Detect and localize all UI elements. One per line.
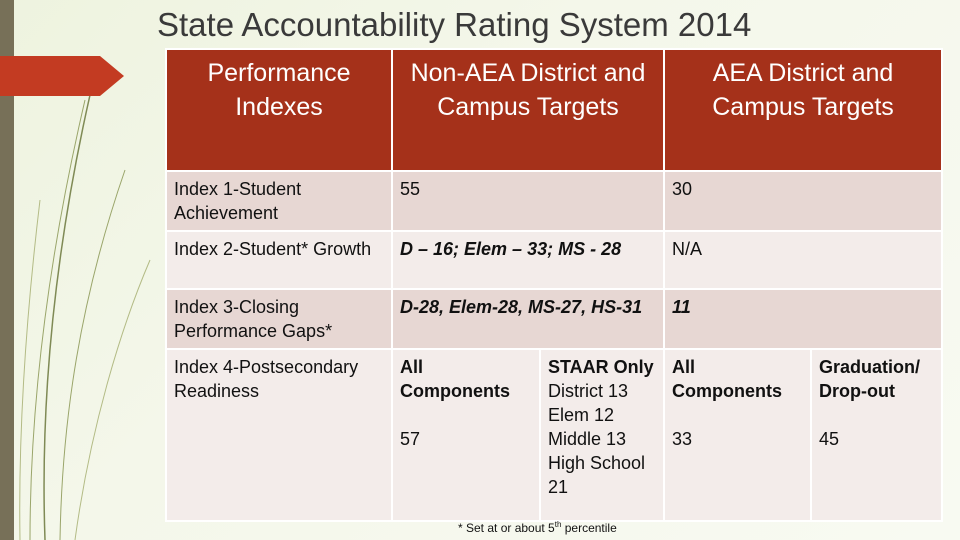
accountability-table: Performance Indexes Non-AEA District and…: [165, 48, 944, 522]
index-label: Index 2-Student* Growth: [165, 230, 393, 290]
non-aea-all-components-cell: All Components 57: [391, 348, 541, 522]
staar-line: Middle 13: [548, 429, 627, 449]
aea-value: N/A: [663, 230, 944, 290]
non-aea-value: 55: [390, 170, 666, 232]
table-row: Index 4-Postsecondary Readiness All Comp…: [165, 348, 944, 522]
aea-value: 30: [663, 170, 944, 232]
all-components-label: All Components: [672, 357, 783, 401]
staar-only-label: STAAR Only: [548, 357, 654, 377]
page-title: State Accountability Rating System 2014: [157, 6, 752, 43]
decorative-lines: [19, 94, 151, 540]
staar-line: Elem 12: [548, 405, 615, 425]
graduation-dropout-label: Graduation/ Drop-out: [819, 357, 921, 401]
staar-line: High School 21: [548, 453, 646, 497]
staar-line: District 13: [548, 381, 629, 401]
all-components-label: All Components: [400, 357, 510, 401]
all-components-value: 57: [400, 429, 421, 449]
all-components-value: 33: [672, 429, 693, 449]
table-row: Index 1-Student Achievement 55 30: [165, 170, 944, 232]
aea-all-components-cell: All Components 33: [663, 348, 813, 522]
aea-value: 11: [663, 288, 944, 350]
red-accent-arrow: [0, 56, 124, 96]
staar-only-cell: STAAR Only District 13 Elem 12 Middle 13…: [538, 348, 666, 522]
header-non-aea-targets: Non-AEA District and Campus Targets: [390, 48, 666, 172]
graduation-dropout-value: 45: [819, 429, 840, 449]
index-label: Index 4-Postsecondary Readiness: [165, 348, 393, 522]
non-aea-value: D – 16; Elem – 33; MS - 28: [390, 230, 666, 290]
index-label: Index 1-Student Achievement: [165, 170, 393, 232]
non-aea-value: D-28, Elem-28, MS-27, HS-31: [390, 288, 666, 350]
table-row: Index 3-Closing Performance Gaps* D-28, …: [165, 288, 944, 350]
footnote: * Set at or about 5th percentile: [458, 520, 617, 535]
header-aea-targets: AEA District and Campus Targets: [663, 48, 944, 172]
left-sidebar-bar: [0, 0, 14, 540]
graduation-dropout-cell: Graduation/ Drop-out 45: [810, 348, 944, 522]
index-label: Index 3-Closing Performance Gaps*: [165, 288, 393, 350]
header-performance-indexes: Performance Indexes: [165, 48, 393, 172]
table-row: Index 2-Student* Growth D – 16; Elem – 3…: [165, 230, 944, 290]
